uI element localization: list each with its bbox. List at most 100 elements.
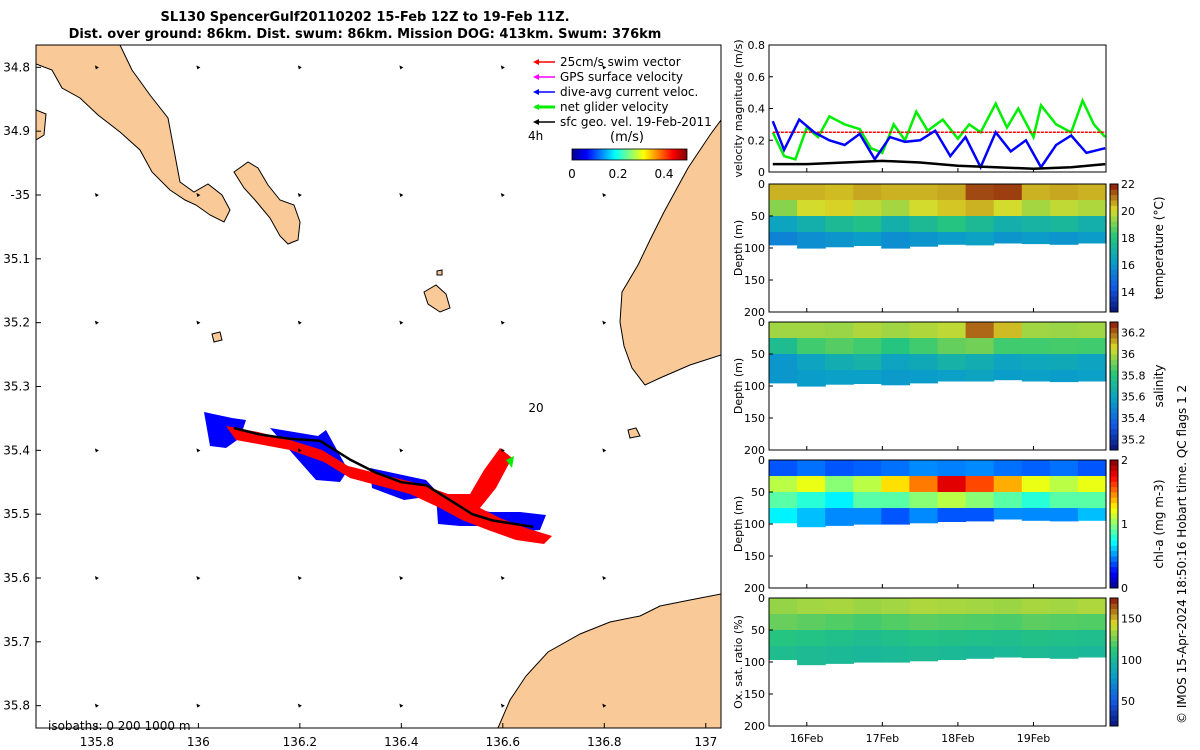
geo-velocity-arrow [94,193,99,198]
colorbar-segment [1110,704,1118,711]
legend-arrowhead [533,74,539,80]
land-islet-c [436,269,443,276]
map-xtick-label: 136.4 [384,735,418,749]
section-cell [853,508,882,525]
section-cell [1021,232,1051,245]
geo-velocity-arrow [196,320,201,325]
colorbar-segment [1110,598,1118,604]
colorbar-segment [1110,470,1118,477]
land-island-south [423,284,451,313]
section-cell [825,460,854,477]
colorbar-segment [1110,370,1118,376]
colorbar-segment [1110,200,1118,206]
colorbar-unit-note: 4h [528,129,543,143]
depth-tick-label: 200 [744,582,765,595]
map-xtick-label: 136.2 [283,735,317,749]
colorbar-segment [1110,439,1118,446]
colorbar-segment [1110,434,1118,440]
geo-velocity-arrow [602,193,607,198]
section-cell [937,216,967,233]
colorbar-segment [1110,221,1118,228]
velocity-ytick-label: 0.6 [748,71,766,84]
section-cell [909,476,939,493]
colorbar-segment [1110,561,1118,568]
section-cell [1077,338,1107,355]
section-cell [1049,508,1079,522]
section-cell [937,322,967,339]
section-cell [993,460,1023,477]
section-cell [797,216,826,233]
geo-velocity-arrow [94,575,99,580]
land-kangaroo-island [497,593,721,728]
section-cell [881,322,910,339]
colorbar-segment [1110,375,1118,382]
section-cell [909,354,939,371]
velocity-series-line [772,159,1106,171]
section-cell [1077,232,1107,244]
colorbar-segment [1110,274,1118,281]
section-cell [965,338,995,355]
colorbar-segment [1110,205,1118,212]
section-cell [965,614,995,631]
section-cell [1049,492,1079,509]
colorbar-segment [1110,428,1118,435]
colorbar-segment [1110,258,1118,265]
section-cell [881,216,910,233]
section-cell [1021,354,1051,371]
colorbar-segment [1110,492,1118,498]
section-cell [769,492,798,509]
time-tick-label: 16Feb [790,732,823,745]
section-cell [1077,200,1107,217]
section-cell [825,614,854,631]
section-cell [1021,216,1051,233]
section-cell [881,232,910,249]
colorbar-segment [1110,237,1118,244]
geo-velocity-arrow [94,65,99,70]
colorbar-segment [1110,481,1118,488]
section-cell [825,630,854,647]
colorbar-segment [1110,248,1118,254]
section-cell [965,354,995,371]
section-cell [881,492,910,509]
section-cell [1021,630,1051,647]
section-cell [965,216,995,233]
geo-velocity-arrow [500,193,505,198]
depth-tick-label: 100 [744,380,765,393]
geo-velocity-arrow [297,448,302,453]
map-ytick-label: 35.1 [3,252,30,266]
legend-arrowhead [533,104,539,110]
depth-tick-label: 150 [744,274,765,287]
legend-arrowhead [533,119,539,125]
depth-tick-label: 150 [744,688,765,701]
chart-title-line-1: SL130 SpencerGulf20110202 15-Feb 12Z to … [160,10,570,25]
depth-tick-label: 200 [744,444,765,457]
section-cell [965,508,995,522]
colorbar-segment [1110,280,1118,286]
colorbar-segment [1110,688,1118,695]
legend-label: GPS surface velocity [560,70,683,84]
section-cell [825,184,854,201]
dive-avg-current-swath-4 [436,494,546,532]
section-cell [1049,614,1079,631]
velocity-series-line [771,117,1106,171]
legend-label: sfc geo. vel. 19-Feb-2011 [560,115,712,129]
depth-axis-label: Ox. sat. ratio (%) [732,615,745,709]
geo-velocity-arrow [399,575,404,580]
section-cell [825,492,854,509]
section-cell [993,508,1023,520]
colorbar-segment [1110,476,1118,482]
section-cell [909,646,939,662]
section-cell [1021,338,1051,355]
section-cell [993,646,1023,658]
geo-velocity-arrow [297,575,302,580]
colorbar-segment [1110,656,1118,663]
colorbar-label: (m/s) [610,130,644,145]
section-cell [797,354,826,371]
section-cell [853,614,882,631]
section-cell [1077,216,1107,233]
section-cell [993,184,1023,201]
colorbar-segment [1110,338,1118,344]
depth-tick-label: 0 [758,454,765,467]
velocity-ylabel: velocity magnitude (m/s) [732,39,745,177]
colorbar-segment [1110,380,1118,387]
